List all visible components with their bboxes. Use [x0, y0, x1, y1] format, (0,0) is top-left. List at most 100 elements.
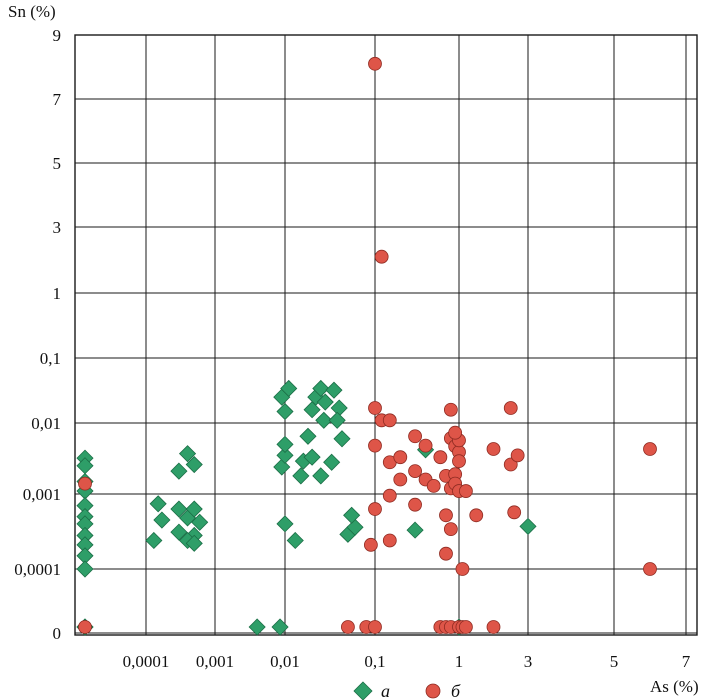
x-tick-label: 0,001 — [196, 652, 234, 671]
point-circle — [368, 438, 382, 453]
point-diamond — [178, 445, 197, 463]
point-circle — [418, 438, 433, 453]
point-circle — [368, 620, 382, 634]
point-diamond — [406, 521, 424, 539]
point-circle — [382, 488, 397, 503]
point-diamond — [280, 379, 298, 398]
x-tick-label: 1 — [455, 652, 464, 671]
point-diamond — [519, 517, 537, 535]
point-circle — [408, 497, 422, 512]
point-circle — [643, 562, 657, 576]
point-circle — [486, 620, 501, 634]
legend-marker-b — [425, 683, 441, 699]
point-diamond — [292, 467, 310, 485]
x-tick-labels: 0,0001 0,001 0,01 0,1 1 3 5 7 — [123, 652, 691, 671]
legend-label-b: б — [451, 681, 461, 700]
point-diamond — [248, 618, 266, 636]
point-circle — [503, 457, 518, 472]
point-circle — [368, 502, 382, 516]
point-circle — [443, 402, 458, 417]
point-diamond — [276, 446, 294, 464]
point-circle — [393, 450, 408, 465]
point-circle — [368, 401, 382, 415]
y-tick-label: 5 — [53, 154, 62, 173]
y-tick-labels: 0 0,0001 0,001 0,01 0,1 1 3 5 7 9 — [14, 26, 61, 643]
point-diamond — [343, 506, 361, 524]
point-diamond — [312, 379, 330, 398]
point-diamond — [346, 518, 364, 536]
point-circle — [458, 620, 473, 634]
point-circle — [443, 522, 458, 537]
x-tick-label: 7 — [682, 652, 691, 671]
point-diamond — [303, 448, 321, 466]
point-diamond — [303, 401, 321, 419]
point-diamond — [276, 515, 294, 533]
y-tick-label: 3 — [53, 218, 62, 237]
point-circle — [486, 442, 501, 456]
point-diamond — [276, 435, 294, 453]
point-diamond — [276, 402, 294, 421]
x-tick-label: 0,0001 — [123, 652, 170, 671]
y-tick-label: 9 — [53, 26, 62, 45]
point-diamond — [315, 411, 333, 429]
point-diamond — [325, 381, 343, 399]
x-tick-label: 0,1 — [364, 652, 385, 671]
point-circle — [78, 620, 92, 634]
point-circle — [439, 508, 453, 523]
y-tick-label: 0 — [53, 624, 62, 643]
point-diamond — [191, 513, 209, 531]
plot-frame — [74, 34, 698, 636]
point-circle — [503, 401, 518, 415]
point-diamond — [286, 531, 304, 550]
point-diamond — [328, 411, 346, 429]
point-circle — [452, 454, 466, 469]
legend-label-a: а — [381, 681, 390, 700]
point-diamond — [145, 531, 163, 550]
point-circle — [374, 249, 389, 264]
point-circle — [426, 479, 441, 493]
point-diamond — [149, 495, 167, 513]
point-circle — [433, 450, 448, 465]
point-circle — [458, 484, 473, 498]
point-circle — [78, 476, 92, 491]
point-diamond — [299, 427, 317, 445]
y-tick-label: 0,1 — [40, 349, 61, 368]
point-circle — [341, 620, 355, 634]
point-diamond — [170, 523, 188, 541]
point-diamond — [185, 455, 203, 474]
y-tick-label: 0,001 — [23, 485, 61, 504]
point-diamond — [76, 560, 94, 578]
data-points — [76, 56, 657, 636]
point-diamond — [333, 430, 351, 448]
y-axis-title: Sn (%) — [8, 2, 56, 21]
point-diamond — [323, 453, 341, 471]
point-diamond — [271, 618, 289, 636]
point-diamond — [330, 399, 348, 417]
point-diamond — [76, 457, 94, 475]
point-circle — [393, 472, 408, 487]
point-diamond — [170, 462, 188, 480]
point-circle — [408, 429, 422, 444]
point-circle — [507, 505, 522, 520]
point-circle — [455, 562, 470, 576]
point-diamond — [185, 500, 203, 518]
point-diamond — [316, 393, 334, 411]
y-tick-label: 0,01 — [31, 414, 61, 433]
point-diamond — [170, 500, 188, 518]
y-tick-label: 1 — [53, 284, 62, 303]
point-diamond — [273, 458, 291, 476]
point-circle — [382, 413, 397, 428]
point-circle — [510, 448, 525, 463]
point-circle — [643, 442, 657, 456]
x-tick-label: 3 — [524, 652, 533, 671]
point-circle — [469, 508, 484, 523]
point-circle — [408, 464, 422, 479]
point-circle — [382, 533, 397, 548]
point-circle — [363, 537, 378, 552]
point-diamond — [185, 534, 203, 552]
point-circle — [368, 56, 382, 71]
legend-marker-a — [353, 681, 373, 700]
legend: а б — [353, 681, 461, 700]
x-axis-title: As (%) — [650, 677, 699, 696]
